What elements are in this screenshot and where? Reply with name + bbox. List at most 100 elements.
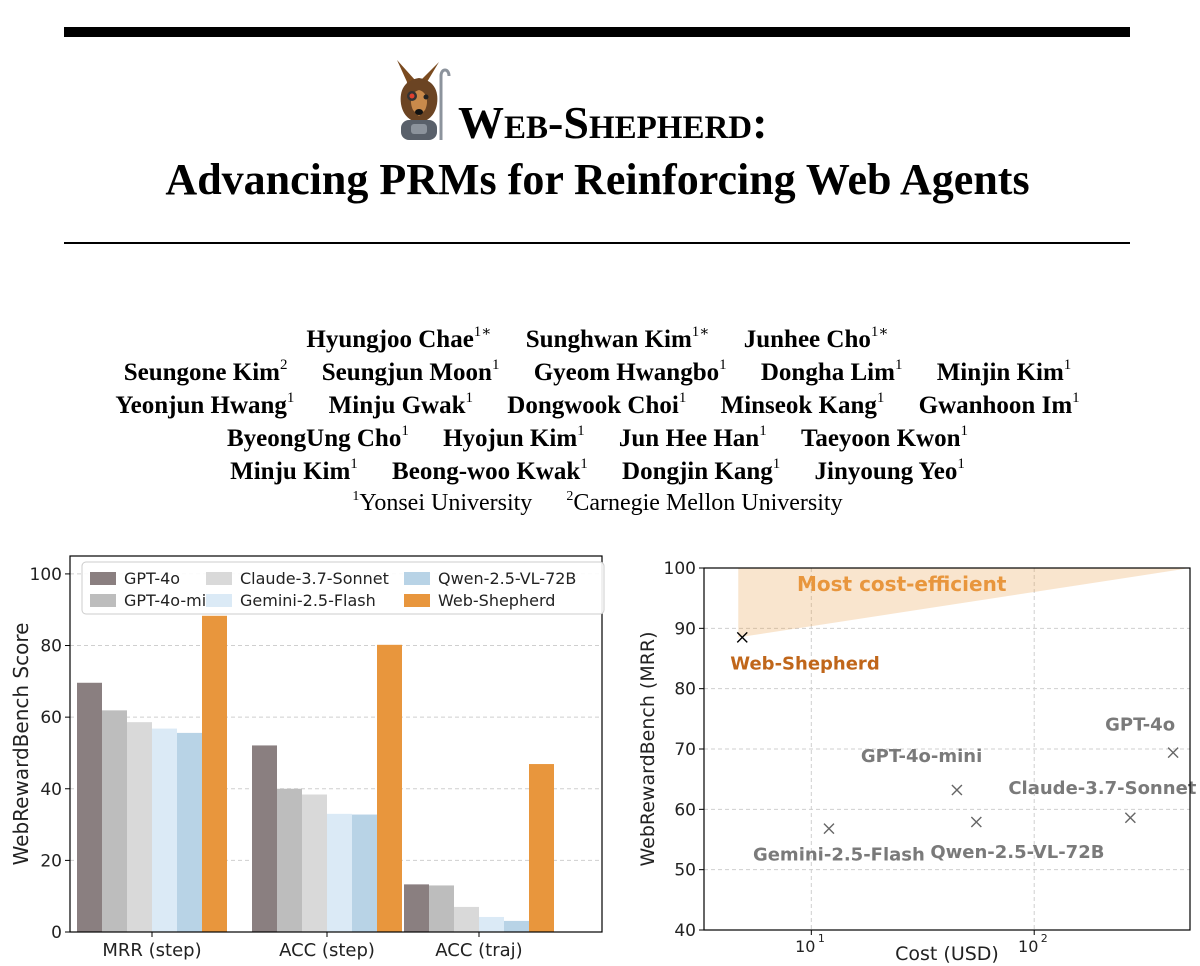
author: Taeyoon Kwon1 xyxy=(801,415,968,455)
author: Yeonjun Hwang1 xyxy=(115,382,294,422)
author-name: ByeongUng Cho xyxy=(227,425,402,452)
bar xyxy=(327,813,352,932)
bar xyxy=(77,682,102,932)
author-name: Minseok Kang xyxy=(720,392,877,419)
data-point xyxy=(1167,747,1179,759)
legend-label: Claude-3.7-Sonnet xyxy=(240,569,389,588)
author-name: Sunghwan Kim xyxy=(525,326,692,353)
y-tick-label: 80 xyxy=(674,680,696,700)
author: ByeongUng Cho1 xyxy=(227,415,409,455)
y-tick-label: 100 xyxy=(30,565,62,585)
author: Seungjun Moon1 xyxy=(322,349,500,389)
author: Seungone Kim2 xyxy=(124,349,288,389)
author-mark: 1 xyxy=(678,390,687,406)
author-mark: 1 xyxy=(577,423,585,439)
point-label: Claude-3.7-Sonnet xyxy=(1008,778,1196,799)
legend-swatch xyxy=(90,594,116,607)
author: Jun Hee Han1 xyxy=(619,415,767,455)
bar xyxy=(352,814,377,932)
bar xyxy=(404,884,429,932)
bar xyxy=(127,722,152,932)
title-rest-hepherd: HEPHERD xyxy=(588,110,753,146)
affiliation: 2Carnegie Mellon University xyxy=(566,481,842,519)
author-name: Dongha Lim xyxy=(760,359,895,386)
author-name: Taeyoon Kwon xyxy=(800,425,961,452)
author-mark: 1 xyxy=(580,456,588,472)
legend-label: Qwen-2.5-VL-72B xyxy=(438,569,576,588)
author-mark: 1 xyxy=(759,423,767,439)
x-tick-exponent: 2 xyxy=(1041,932,1048,945)
affiliation-mark: 1 xyxy=(352,489,360,504)
x-tick-label: 10 xyxy=(795,937,815,956)
author: Beong-woo Kwak1 xyxy=(392,448,588,488)
author-name: Gwanhoon Im xyxy=(918,392,1073,419)
author-row: ByeongUng Cho1 Hyojun Kim1 Jun Hee Han1 … xyxy=(0,415,1195,452)
bar xyxy=(429,885,454,932)
author: Minseok Kang1 xyxy=(721,382,885,422)
legend-label: GPT-4o xyxy=(124,569,180,588)
x-tick-label: 10 xyxy=(1018,937,1038,956)
y-tick-label: 100 xyxy=(664,559,696,579)
bar xyxy=(377,644,402,932)
author: Gwanhoon Im1 xyxy=(919,382,1080,422)
title-dash: - xyxy=(548,97,564,148)
bar xyxy=(454,906,479,932)
region-annotation: Most cost-efficient xyxy=(797,572,1007,596)
author: Hyungjoo Chae1∗ xyxy=(306,316,491,356)
author-mark: 1∗ xyxy=(473,324,492,340)
legend-swatch xyxy=(206,572,232,585)
bar xyxy=(202,615,227,932)
title-rest-eb: EB xyxy=(504,110,549,146)
y-tick-label: 0 xyxy=(51,923,62,943)
top-rule xyxy=(64,27,1130,37)
bar xyxy=(152,728,177,932)
author-mark: 1 xyxy=(350,456,358,472)
author-name: Beong-woo Kwak xyxy=(392,458,581,485)
data-point xyxy=(970,816,982,828)
author-mark: 1 xyxy=(1072,390,1080,406)
author-mark: 1 xyxy=(401,423,409,439)
data-point xyxy=(1124,812,1136,824)
point-label: Qwen-2.5-VL-72B xyxy=(930,842,1104,863)
author: Minjin Kim1 xyxy=(937,349,1072,389)
cost-efficient-region xyxy=(738,568,1190,638)
x-axis-label: Cost (USD) xyxy=(895,943,999,965)
author-mark: 1 xyxy=(894,357,903,373)
point-label: Web-Shepherd xyxy=(730,653,879,674)
author-name: Hyungjoo Chae xyxy=(306,326,474,353)
author-list: Hyungjoo Chae1∗ Sunghwan Kim 1∗ Junhee Ch… xyxy=(0,316,1195,516)
author-mark: 1 xyxy=(465,390,474,406)
y-tick-label: 50 xyxy=(674,861,696,881)
x-tick-label: MRR (step) xyxy=(102,940,201,961)
author-mark: 1 xyxy=(960,423,968,439)
author: Hyojun Kim1 xyxy=(443,415,585,455)
author-mark: 1 xyxy=(491,357,500,373)
y-tick-label: 60 xyxy=(40,708,62,728)
author-name: Seungjun Moon xyxy=(321,359,492,386)
y-tick-label: 60 xyxy=(674,800,696,820)
author: Junhee Cho1∗ xyxy=(744,316,889,356)
x-tick-exponent: 1 xyxy=(818,932,825,945)
author: Dongjin Kang1 xyxy=(622,448,780,488)
data-point xyxy=(951,784,963,796)
author-name: Seungone Kim xyxy=(123,359,280,386)
x-tick-label: ACC (traj) xyxy=(435,940,522,961)
author-name: Minju Gwak xyxy=(328,392,466,419)
author-row: Seungone Kim2 Seungjun Moon1 Gyeom Hwang… xyxy=(0,349,1195,386)
author-mark: 1 xyxy=(1063,357,1072,373)
author-name: Minjin Kim xyxy=(936,359,1064,386)
author-name: Hyojun Kim xyxy=(443,425,578,452)
title-initial-w: W xyxy=(458,97,504,148)
y-tick-label: 40 xyxy=(40,780,62,800)
author: Jinyoung Yeo1 xyxy=(815,448,965,488)
affiliation-row: 1Yonsei University 2Carnegie Mellon Univ… xyxy=(0,481,1195,516)
author-name: Jun Hee Han xyxy=(618,425,760,452)
y-tick-label: 80 xyxy=(40,637,62,657)
point-label: GPT-4o-mini xyxy=(861,746,982,767)
affiliation-name: Yonsei University xyxy=(359,490,533,516)
author-name: Jinyoung Yeo xyxy=(814,458,958,485)
data-point xyxy=(823,823,835,835)
legend-swatch xyxy=(206,594,232,607)
point-label: GPT-4o xyxy=(1105,715,1175,736)
